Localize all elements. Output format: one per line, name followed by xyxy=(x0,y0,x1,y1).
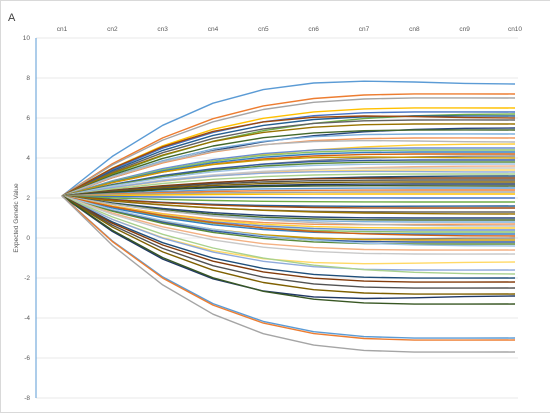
y-tick-label-1: 8 xyxy=(26,75,30,82)
x-tick-label-cn9: cn9 xyxy=(459,26,470,33)
x-tick-labels: cn1 cn2 cn3 cn4 cn5 cn6 cn7 cn8 cn9 cn10 xyxy=(57,26,523,33)
y-tick-label-2: 6 xyxy=(26,115,30,122)
x-tick-label-cn3: cn3 xyxy=(157,26,168,33)
y-axis-label: Expected Genetic Value xyxy=(13,183,20,253)
y-tick-label-7: -4 xyxy=(24,315,30,322)
y-tick-label-0: 10 xyxy=(23,35,31,42)
x-tick-label-cn5: cn5 xyxy=(258,26,269,33)
x-tick-label-cn4: cn4 xyxy=(208,26,219,33)
x-tick-label-cn6: cn6 xyxy=(308,26,319,33)
x-tick-label-cn1: cn1 xyxy=(57,26,68,33)
y-tick-label-9: -8 xyxy=(24,395,30,402)
y-tick-label-6: -2 xyxy=(24,275,30,282)
x-tick-label-cn7: cn7 xyxy=(359,26,370,33)
series-lines xyxy=(62,81,515,352)
x-tick-label-cn8: cn8 xyxy=(409,26,420,33)
y-tick-label-8: -6 xyxy=(24,355,30,362)
y-tick-labels: 10 8 6 4 2 0 -2 -4 -6 -8 xyxy=(23,35,31,402)
panel-label: A xyxy=(8,12,16,24)
y-tick-label-4: 2 xyxy=(26,195,30,202)
y-tick-label-3: 4 xyxy=(26,155,30,162)
y-tick-label-5: 0 xyxy=(26,235,30,242)
x-tick-label-cn10: cn10 xyxy=(508,26,522,33)
x-tick-label-cn2: cn2 xyxy=(107,26,118,33)
